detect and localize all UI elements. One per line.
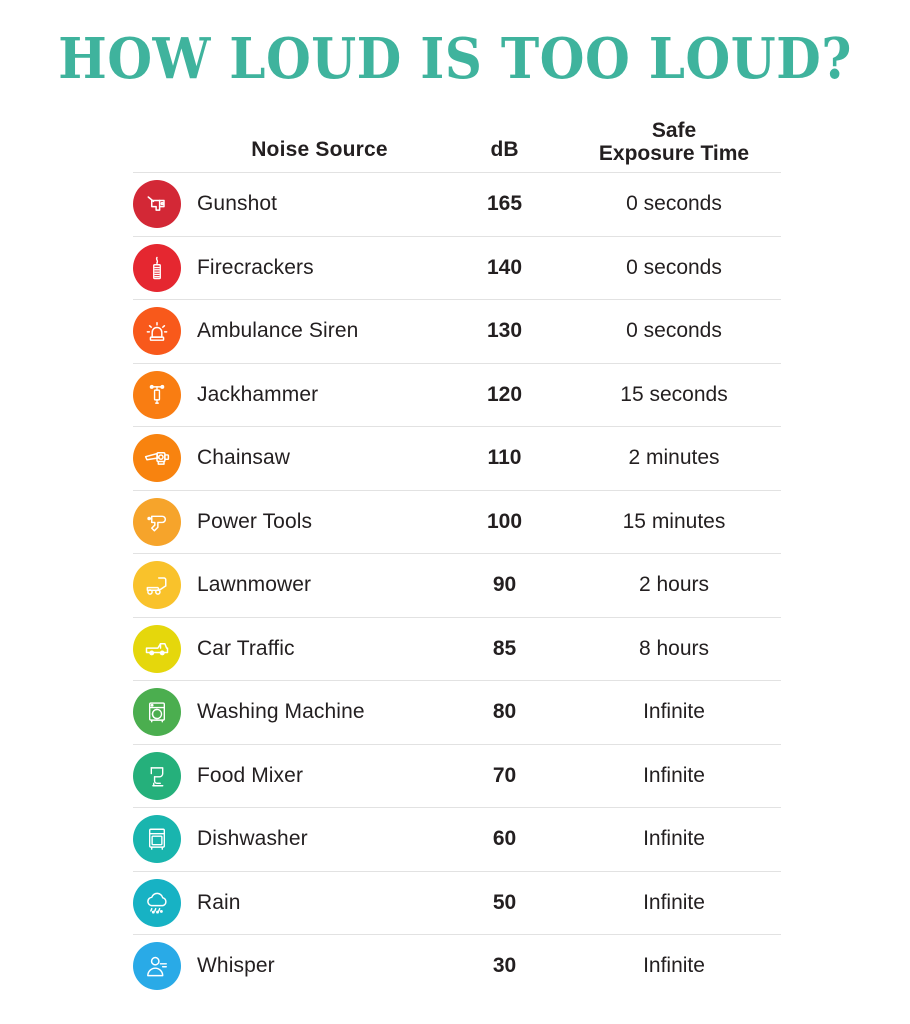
chainsaw-icon [133, 434, 181, 483]
row-safe-exposure-time: Infinite [643, 890, 705, 914]
row-icon-cell [133, 434, 197, 483]
row-icon-cell [133, 561, 197, 610]
row-noise-source: Chainsaw [197, 446, 291, 470]
row-icon-cell [133, 878, 197, 927]
row-noise-source: Rain [197, 890, 241, 914]
row-noise-source: Jackhammer [197, 382, 319, 406]
row-noise-source: Car Traffic [197, 636, 295, 660]
noise-table: Noise Source dB Safe Exposure Time Gunsh… [133, 112, 781, 998]
row-safe-exposure-time: 8 hours [638, 636, 710, 660]
table-row: Lawnmower 90 2 hours [133, 554, 781, 618]
table-row: Jackhammer 120 15 seconds [133, 364, 781, 427]
table-row: Rain 50 Infinite [133, 872, 781, 935]
row-icon-cell [133, 497, 197, 546]
rain-icon [133, 878, 181, 927]
row-db-value: 130 [486, 319, 523, 343]
lawnmower-icon [133, 561, 181, 610]
page-title: HOW LOUD IS TOO LOUD? [58, 26, 852, 92]
row-icon-cell [133, 942, 197, 991]
row-db-value: 60 [492, 827, 517, 851]
row-safe-exposure-time: Infinite [643, 700, 705, 724]
row-db-value: 100 [486, 509, 523, 533]
header-safe-exposure-time: Safe Exposure Time [567, 119, 781, 172]
table-row: Food Mixer 70 Infinite [133, 745, 781, 808]
washing-machine-icon [133, 688, 181, 737]
row-noise-source: Lawnmower [197, 573, 312, 597]
row-noise-source: Ambulance Siren [197, 319, 359, 343]
table-row: Chainsaw 110 2 minutes [133, 427, 781, 491]
whisper-icon [133, 942, 181, 991]
row-safe-exposure-time: Infinite [643, 827, 705, 851]
row-noise-source: Dishwasher [197, 827, 308, 851]
row-safe-exposure-time: Infinite [643, 954, 705, 978]
header-db: dB [490, 138, 519, 161]
gunshot-icon [133, 180, 181, 229]
table-row: Power Tools 100 15 minutes [133, 491, 781, 554]
row-safe-exposure-time: 0 seconds [626, 192, 722, 216]
table-row: Dishwasher 60 Infinite [133, 808, 781, 872]
row-noise-source: Firecrackers [197, 255, 314, 279]
row-db-value: 80 [492, 700, 517, 724]
table-row: Whisper 30 Infinite [133, 935, 781, 998]
firecrackers-icon [133, 243, 181, 292]
row-noise-source: Food Mixer [197, 763, 304, 787]
header-safe-line1: Safe [651, 118, 697, 142]
table-row: Car Traffic 85 8 hours [133, 618, 781, 681]
row-icon-cell [133, 751, 197, 800]
dishwasher-icon [133, 815, 181, 864]
row-icon-cell [133, 688, 197, 737]
table-row: Firecrackers 140 0 seconds [133, 237, 781, 300]
row-noise-source: Gunshot [197, 192, 278, 216]
row-noise-source: Whisper [197, 954, 275, 978]
power-tools-icon [133, 497, 181, 546]
row-db-value: 110 [487, 446, 522, 470]
row-db-value: 120 [486, 382, 523, 406]
row-db-value: 140 [486, 255, 523, 279]
row-icon-cell [133, 370, 197, 419]
row-safe-exposure-time: 0 seconds [626, 255, 722, 279]
row-safe-exposure-time: Infinite [643, 763, 705, 787]
table-body: Gunshot 165 0 seconds Firecrackers 140 0 seco… [133, 173, 781, 998]
row-noise-source: Power Tools [197, 509, 313, 533]
car-traffic-icon [133, 624, 181, 673]
table-row: Washing Machine 80 Infinite [133, 681, 781, 745]
row-icon-cell [133, 307, 197, 356]
row-db-value: 85 [492, 636, 517, 660]
row-safe-exposure-time: 15 seconds [620, 382, 728, 406]
table-header-row: Noise Source dB Safe Exposure Time [133, 112, 781, 173]
header-noise-source: Noise Source [251, 138, 388, 161]
row-safe-exposure-time: 0 seconds [626, 319, 722, 343]
row-icon-cell [133, 815, 197, 864]
row-db-value: 165 [486, 192, 523, 216]
row-icon-cell [133, 180, 197, 229]
row-db-value: 30 [492, 954, 517, 978]
row-db-value: 50 [492, 890, 517, 914]
row-icon-cell [133, 624, 197, 673]
row-safe-exposure-time: 2 minutes [628, 446, 720, 470]
jackhammer-icon [133, 370, 181, 419]
ambulance-siren-icon [133, 307, 181, 356]
row-db-value: 90 [492, 573, 517, 597]
row-db-value: 70 [492, 763, 517, 787]
table-row: Gunshot 165 0 seconds [133, 173, 781, 237]
food-mixer-icon [133, 751, 181, 800]
row-icon-cell [133, 243, 197, 292]
row-safe-exposure-time: 15 minutes [622, 509, 726, 533]
row-noise-source: Washing Machine [197, 700, 365, 724]
row-safe-exposure-time: 2 hours [638, 573, 710, 597]
table-row: Ambulance Siren 130 0 seconds [133, 300, 781, 364]
header-safe-line2: Exposure Time [598, 142, 750, 166]
